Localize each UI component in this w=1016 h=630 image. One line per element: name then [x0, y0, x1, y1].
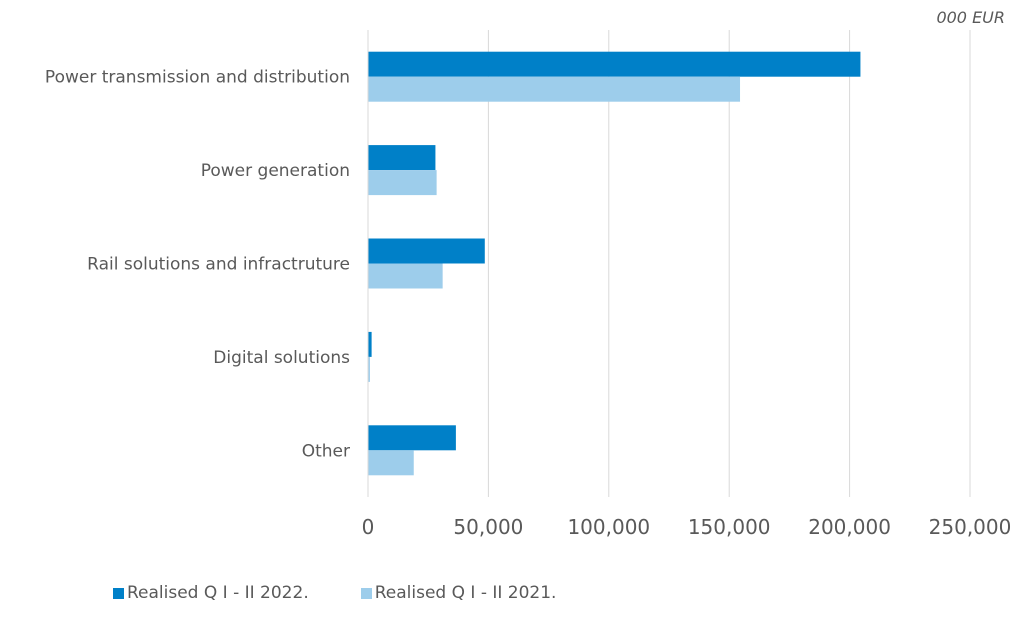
bars [368, 51, 861, 476]
legend-item-2021: Realised Q I - II 2021. [360, 583, 557, 603]
x-tick-label: 100,000 [567, 515, 650, 539]
category-label: Power transmission and distribution [45, 68, 350, 88]
bar-2022 [368, 51, 861, 77]
category-label: Rail solutions and infractruture [87, 255, 350, 275]
category-label: Digital solutions [213, 348, 350, 368]
x-tick-label: 150,000 [688, 515, 771, 539]
legend-swatch-2021 [360, 587, 372, 599]
legend: Realised Q I - II 2022. Realised Q I - I… [113, 583, 556, 603]
x-tick-label: 250,000 [929, 515, 1012, 539]
category-label: Other [302, 441, 350, 461]
bar-2021 [368, 356, 370, 382]
legend-item-2022: Realised Q I - II 2022. [113, 583, 309, 603]
legend-swatch-2022 [113, 587, 124, 599]
bar-2022 [368, 331, 372, 357]
legend-label-2021: Realised Q I - II 2021. [374, 583, 557, 603]
bar-2022 [368, 145, 436, 171]
unit-note: 000 EUR [936, 8, 1005, 27]
bar-2022 [368, 425, 456, 451]
bar-2021 [368, 450, 414, 476]
x-tick-label: 0 [362, 515, 375, 539]
category-labels: Power transmission and distribution Power… [45, 68, 350, 462]
bar-2021 [368, 263, 443, 289]
legend-label-2022: Realised Q I - II 2022. [127, 583, 309, 603]
gridlines [487, 30, 971, 497]
bar-2021 [368, 170, 437, 196]
bar-2021 [368, 76, 741, 102]
x-tick-label: 50,000 [453, 515, 523, 539]
category-label: Power generation [201, 161, 350, 181]
bar-2022 [368, 238, 485, 264]
x-tick-label: 200,000 [808, 515, 891, 539]
x-tick-labels: 0 50,000 100,000 150,000 200,000 250,000 [362, 515, 1012, 539]
